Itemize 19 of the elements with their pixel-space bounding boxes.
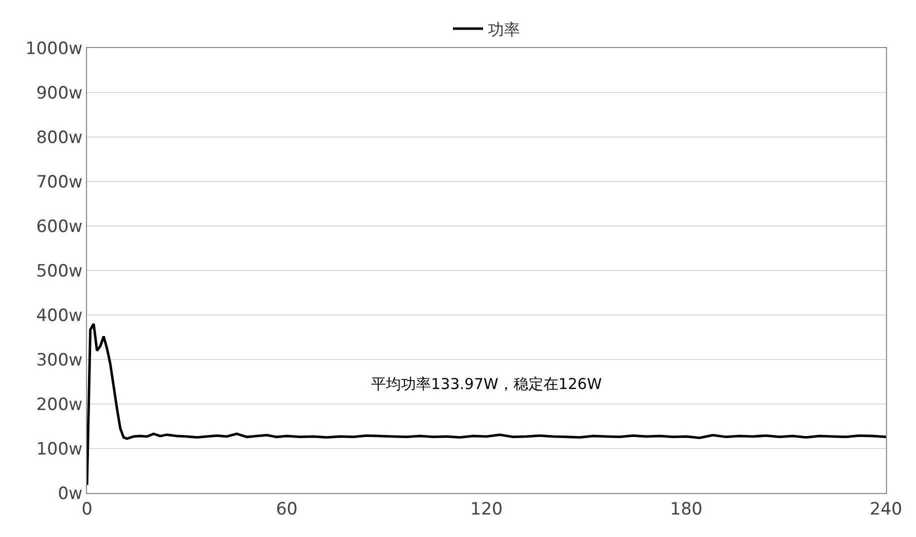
x-tick-label: 180 (670, 499, 702, 520)
x-tick-label: 120 (470, 499, 503, 520)
x-tick-label: 60 (276, 499, 298, 520)
y-tick-label: 500w (36, 261, 83, 282)
y-tick-label: 900w (36, 83, 83, 104)
y-tick-label: 1000w (25, 38, 83, 59)
x-tick-label: 0 (82, 499, 92, 520)
y-tick-label: 700w (36, 172, 83, 192)
y-tick-label: 0w (58, 484, 83, 504)
y-tick-label: 400w (36, 306, 83, 326)
y-tick-label: 200w (36, 394, 83, 415)
y-tick-label: 300w (36, 350, 83, 370)
legend-label: 功率 (488, 20, 520, 39)
y-tick-label: 800w (36, 128, 83, 148)
annotation: 平均功率133.97W，稳定在126W (371, 375, 602, 393)
y-tick-label: 100w (36, 439, 83, 460)
line-series (87, 322, 886, 486)
y-tick-label: 600w (36, 216, 83, 237)
x-tick-label: 240 (870, 499, 902, 520)
